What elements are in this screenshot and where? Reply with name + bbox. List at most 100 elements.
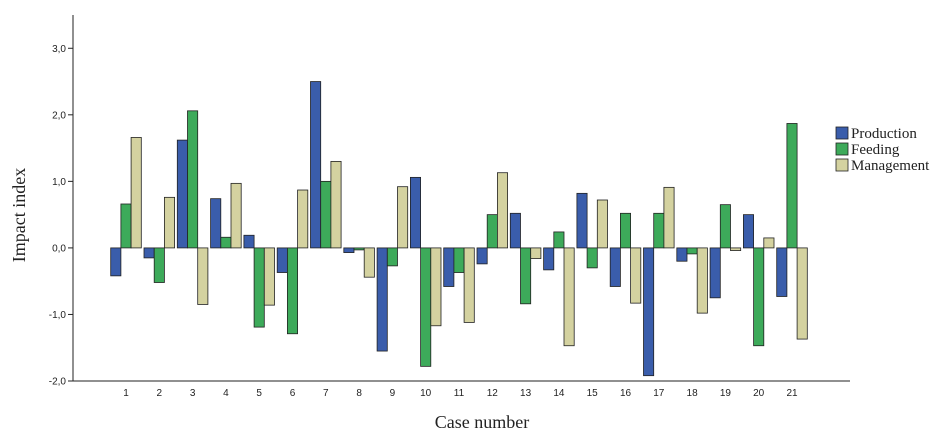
x-tick-label: 3 [190, 388, 196, 399]
bar-production-10 [409, 176, 421, 249]
y-tick-label: 2,0 [52, 110, 66, 121]
bar-feeding-6 [286, 247, 298, 335]
bar-production-13 [509, 212, 521, 249]
bar-production-15 [576, 192, 588, 249]
y-tick-label: 1,0 [52, 177, 66, 188]
bar-feeding-1 [120, 203, 132, 249]
bar-production-18 [676, 247, 688, 262]
bar-feeding-11 [453, 247, 465, 273]
bar-production-17 [643, 247, 655, 377]
bar-feeding-8 [353, 247, 365, 251]
y-ticks: -2,0 -1,0 0,0 1,0 2,0 3,0 [49, 44, 73, 388]
bar-production-20 [743, 214, 755, 249]
bar-feeding-17 [653, 212, 665, 249]
bar-production-14 [543, 247, 555, 271]
bar-management-2 [163, 196, 175, 249]
bar-production-9 [376, 247, 388, 352]
bar-management-18 [696, 247, 708, 314]
x-tick-label: 13 [520, 388, 532, 399]
x-tick-label: 18 [687, 388, 699, 399]
bar-management-17 [663, 186, 675, 249]
bar-feeding-19 [719, 204, 731, 249]
legend-swatch-production [835, 126, 849, 140]
bar-management-3 [197, 247, 209, 305]
bar-management-11 [463, 247, 475, 323]
bar-management-21 [796, 247, 808, 340]
y-tick-label: 3,0 [52, 44, 66, 55]
x-tick-label: 20 [753, 388, 765, 399]
bar-feeding-20 [753, 247, 765, 347]
bar-management-7 [330, 160, 342, 249]
bar-management-14 [563, 247, 575, 347]
x-tick-label: 5 [256, 388, 262, 399]
x-tick-label: 16 [620, 388, 632, 399]
bar-production-4 [210, 198, 222, 249]
y-axis-title: Impact index [9, 168, 29, 262]
bars [110, 81, 808, 377]
bar-production-6 [276, 247, 288, 273]
bar-production-1 [110, 247, 122, 277]
legend-label-production: Production [851, 126, 917, 142]
x-tick-label: 7 [323, 388, 329, 399]
bar-management-8 [363, 247, 375, 278]
y-tick-label: -1,0 [49, 310, 67, 321]
bar-feeding-14 [553, 231, 565, 249]
bar-management-1 [130, 137, 142, 249]
x-tick-label: 17 [653, 388, 665, 399]
bar-production-21 [776, 247, 788, 297]
bar-feeding-18 [686, 247, 698, 255]
plot-area: -2,0-1,00,01,02,03,0 1 2 3 4 5 6 7 8 9 10 11 12 13 14… [49, 15, 850, 399]
bar-management-9 [397, 186, 409, 249]
bar-management-19 [730, 247, 742, 251]
bar-feeding-4 [220, 236, 232, 249]
bar-production-2 [143, 247, 155, 259]
x-tick-label: 11 [454, 388, 465, 399]
legend-label-feeding: Feeding [851, 142, 900, 158]
bar-production-12 [476, 247, 488, 265]
bar-management-13 [530, 247, 542, 259]
bar-feeding-15 [586, 247, 598, 269]
bar-management-6 [297, 189, 309, 249]
x-tick-label: 10 [420, 388, 432, 399]
x-tick-label: 9 [390, 388, 396, 399]
bar-production-7 [310, 81, 322, 249]
bar-feeding-12 [486, 214, 498, 249]
bar-production-16 [609, 247, 621, 287]
bar-production-3 [176, 139, 188, 249]
bar-production-5 [243, 234, 255, 249]
legend-swatch-management [835, 158, 849, 172]
x-ticks: 1 2 3 4 5 6 7 8 9 10 11 12 13 14 15 16 17 18 19 20 21 [123, 388, 798, 399]
bar-management-4 [230, 182, 242, 249]
x-axis-title: Case number [435, 412, 529, 430]
bar-management-20 [763, 237, 775, 249]
bar-production-8 [343, 247, 355, 253]
x-tick-label: 8 [356, 388, 362, 399]
x-tick-label: 15 [587, 388, 599, 399]
x-tick-label: 1 [123, 388, 129, 399]
bar-production-19 [709, 247, 721, 299]
x-tick-label: 6 [290, 388, 296, 399]
x-tick-label: 4 [223, 388, 229, 399]
bar-management-12 [496, 172, 508, 249]
bar-management-15 [596, 199, 608, 249]
bar-feeding-16 [620, 212, 632, 249]
x-tick-label: 2 [157, 388, 163, 399]
bar-feeding-5 [253, 247, 265, 328]
legend-label-management: Management [851, 158, 930, 174]
x-tick-label: 12 [487, 388, 499, 399]
bar-feeding-13 [520, 247, 532, 305]
x-tick-label: 19 [720, 388, 732, 399]
bar-feeding-2 [153, 247, 165, 283]
x-tick-label: 21 [786, 388, 798, 399]
bar-production-11 [443, 247, 455, 287]
bar-management-16 [630, 247, 642, 304]
legend-swatch-feeding [835, 142, 849, 156]
x-tick-label: 14 [553, 388, 565, 399]
bar-feeding-7 [320, 180, 332, 249]
bar-management-5 [263, 247, 275, 306]
y-tick-label: 0,0 [52, 243, 66, 254]
bar-feeding-3 [187, 110, 199, 249]
bar-feeding-21 [786, 123, 798, 249]
